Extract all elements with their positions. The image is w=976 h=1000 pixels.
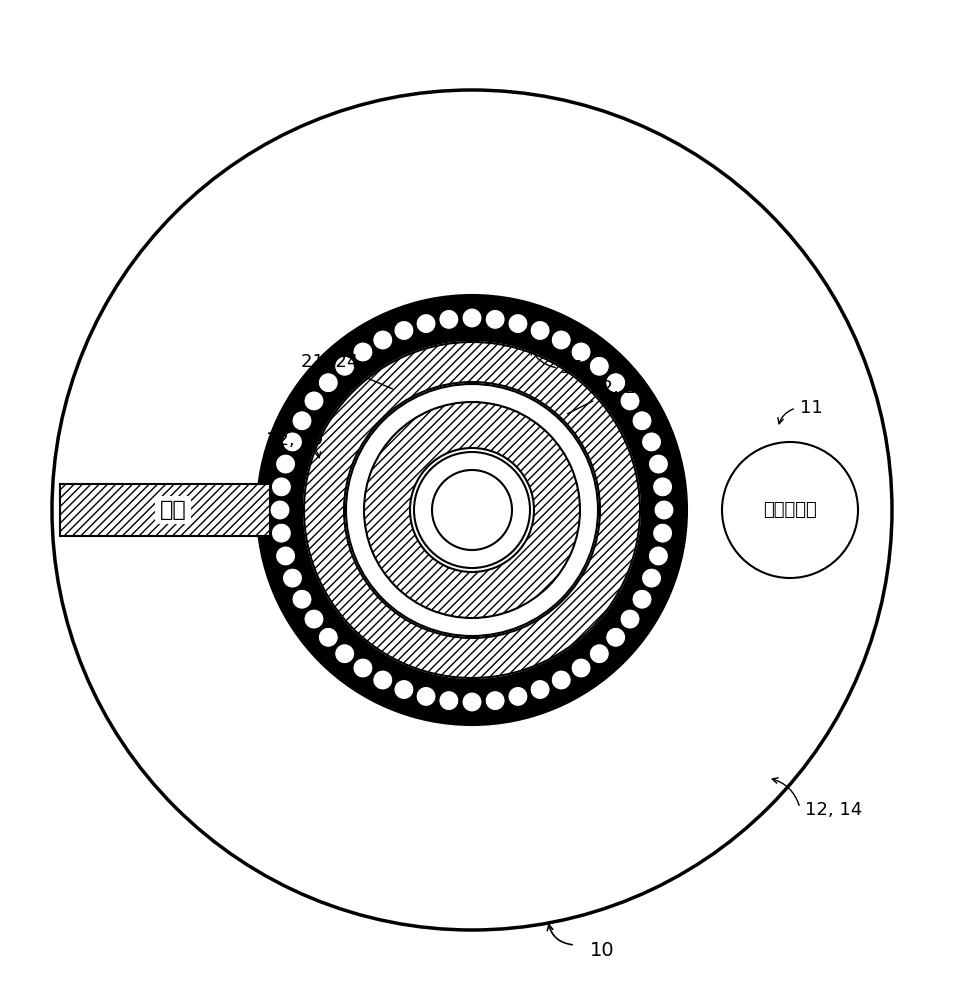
Circle shape bbox=[292, 411, 312, 431]
Circle shape bbox=[722, 442, 858, 578]
Text: 22, 25: 22, 25 bbox=[567, 379, 647, 414]
Text: 气体传感器: 气体传感器 bbox=[763, 501, 817, 519]
Bar bbox=[60, 484, 270, 536]
Circle shape bbox=[52, 90, 892, 930]
Circle shape bbox=[653, 477, 672, 497]
Circle shape bbox=[302, 340, 642, 680]
Circle shape bbox=[530, 320, 550, 340]
Circle shape bbox=[571, 658, 591, 678]
Text: 15: 15 bbox=[560, 359, 583, 377]
Circle shape bbox=[282, 568, 303, 588]
Text: 磁体: 磁体 bbox=[160, 500, 186, 520]
Circle shape bbox=[304, 391, 324, 411]
Circle shape bbox=[508, 686, 528, 706]
Circle shape bbox=[590, 644, 609, 664]
Circle shape bbox=[641, 432, 662, 452]
Circle shape bbox=[282, 432, 303, 452]
Circle shape bbox=[318, 627, 339, 647]
Circle shape bbox=[654, 500, 674, 520]
Circle shape bbox=[394, 320, 414, 340]
Circle shape bbox=[462, 308, 482, 328]
Circle shape bbox=[606, 627, 626, 647]
Text: 12, 19: 12, 19 bbox=[266, 431, 324, 449]
Circle shape bbox=[620, 391, 640, 411]
Circle shape bbox=[394, 680, 414, 700]
Circle shape bbox=[462, 692, 482, 712]
Text: 21, 24: 21, 24 bbox=[302, 353, 392, 389]
Circle shape bbox=[632, 589, 652, 609]
Circle shape bbox=[257, 295, 687, 725]
Circle shape bbox=[606, 373, 626, 393]
Circle shape bbox=[346, 384, 598, 636]
Circle shape bbox=[485, 309, 506, 329]
Circle shape bbox=[335, 644, 354, 664]
Circle shape bbox=[414, 452, 530, 568]
Circle shape bbox=[590, 356, 609, 376]
Circle shape bbox=[439, 309, 459, 329]
Circle shape bbox=[271, 523, 292, 543]
Circle shape bbox=[335, 356, 354, 376]
Text: 12, 14: 12, 14 bbox=[805, 801, 862, 819]
Circle shape bbox=[648, 546, 669, 566]
Circle shape bbox=[373, 670, 392, 690]
Circle shape bbox=[318, 373, 339, 393]
Circle shape bbox=[485, 691, 506, 711]
Circle shape bbox=[530, 680, 550, 700]
Circle shape bbox=[271, 477, 292, 497]
Circle shape bbox=[275, 454, 296, 474]
Circle shape bbox=[632, 411, 652, 431]
Circle shape bbox=[275, 546, 296, 566]
Text: 11: 11 bbox=[800, 399, 823, 417]
Circle shape bbox=[270, 500, 290, 520]
Circle shape bbox=[353, 342, 373, 362]
Circle shape bbox=[508, 314, 528, 334]
Circle shape bbox=[416, 686, 436, 706]
Circle shape bbox=[432, 470, 512, 550]
Circle shape bbox=[620, 609, 640, 629]
Circle shape bbox=[551, 670, 571, 690]
Circle shape bbox=[551, 330, 571, 350]
Circle shape bbox=[648, 454, 669, 474]
Circle shape bbox=[653, 523, 672, 543]
Circle shape bbox=[304, 609, 324, 629]
Text: 10: 10 bbox=[590, 940, 615, 960]
Circle shape bbox=[373, 330, 392, 350]
Circle shape bbox=[416, 314, 436, 334]
Circle shape bbox=[641, 568, 662, 588]
Circle shape bbox=[292, 589, 312, 609]
Circle shape bbox=[571, 342, 591, 362]
Circle shape bbox=[353, 658, 373, 678]
Circle shape bbox=[439, 691, 459, 711]
